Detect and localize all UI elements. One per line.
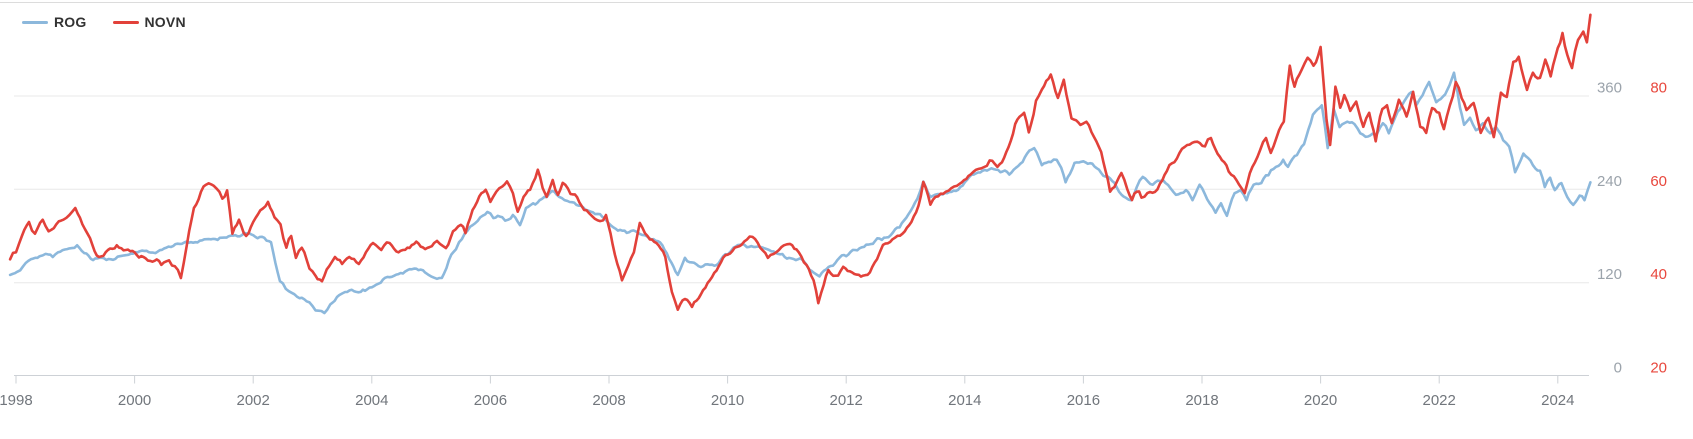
x-axis-tick-label: 2014 bbox=[948, 392, 981, 409]
x-axis-tick-label: 2024 bbox=[1541, 392, 1574, 409]
legend-item-novn[interactable]: NOVN bbox=[112, 14, 186, 30]
x-axis-tick-label: 2022 bbox=[1423, 392, 1456, 409]
y-axis-right-label: 80 bbox=[1650, 80, 1667, 97]
y-axis-left-label: 360 bbox=[1597, 80, 1622, 97]
x-axis-tick-label: 2018 bbox=[1185, 392, 1218, 409]
y-axis-right-label: 20 bbox=[1650, 360, 1667, 377]
x-axis-tick-label: 2016 bbox=[1067, 392, 1100, 409]
rog-series-swatch bbox=[22, 20, 48, 24]
x-axis-tick-label: 2000 bbox=[118, 392, 151, 409]
y-axis-left-label: 0 bbox=[1614, 360, 1622, 377]
x-axis-tick-label: 2006 bbox=[474, 392, 507, 409]
top-divider bbox=[0, 2, 1693, 3]
novn-series-swatch bbox=[112, 20, 139, 24]
x-axis-tick-label: 2020 bbox=[1304, 392, 1337, 409]
novn-line bbox=[8, 13, 1592, 311]
x-axis-tick-label: 1998 bbox=[0, 392, 33, 409]
chart-legend: ROG NOVN bbox=[22, 14, 186, 30]
y-axis-right-label: 40 bbox=[1650, 266, 1667, 283]
novn-series-label: NOVN bbox=[144, 14, 186, 30]
x-axis-tick-label: 2010 bbox=[711, 392, 744, 409]
y-axis-right-label: 60 bbox=[1650, 173, 1667, 190]
y-axis-left-label: 240 bbox=[1597, 173, 1622, 190]
x-axis-tick-label: 2002 bbox=[237, 392, 270, 409]
legend-item-rog[interactable]: ROG bbox=[22, 14, 87, 30]
rog-line bbox=[8, 71, 1592, 315]
x-axis-tick-label: 2008 bbox=[592, 392, 625, 409]
x-axis-tick-label: 2012 bbox=[830, 392, 863, 409]
y-axis-left-label: 120 bbox=[1597, 266, 1622, 283]
rog-series-label: ROG bbox=[54, 14, 87, 30]
x-axis-tick-label: 2004 bbox=[355, 392, 388, 409]
